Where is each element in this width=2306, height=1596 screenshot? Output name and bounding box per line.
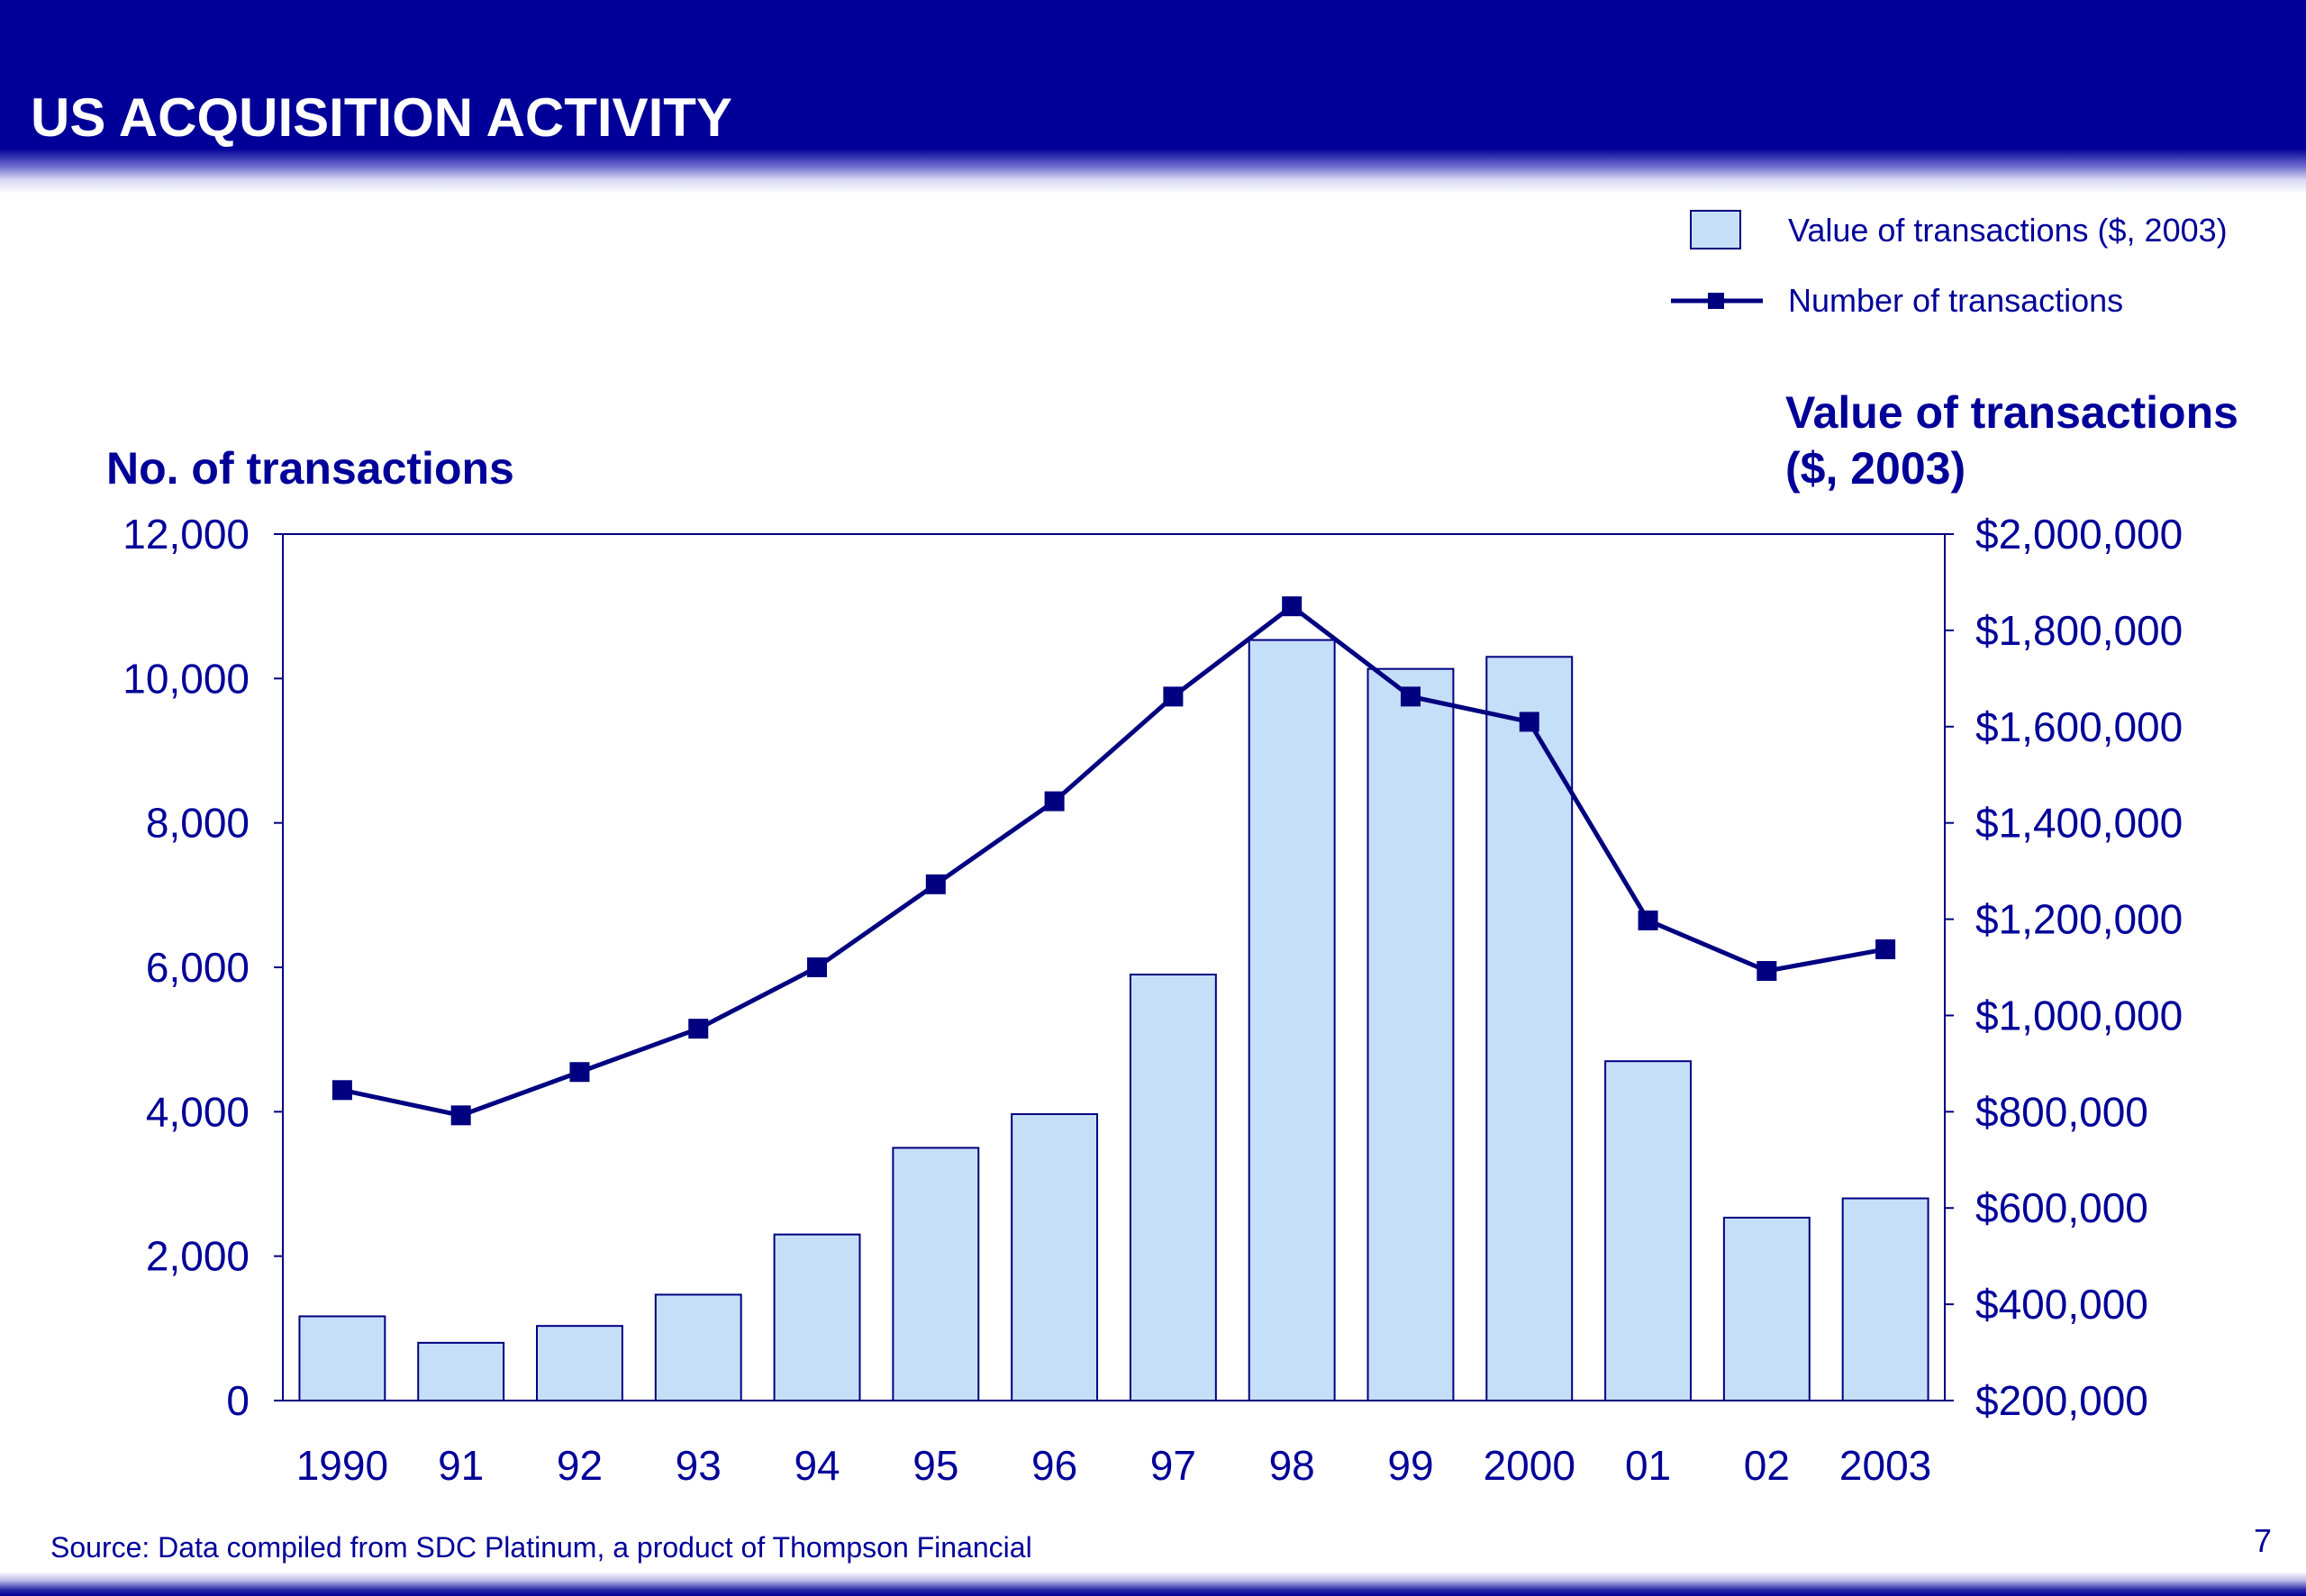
- bar: [773, 1233, 861, 1402]
- x-tick-label: 1990: [296, 1442, 388, 1489]
- right-tick-label: $200,000: [1975, 1377, 2148, 1424]
- left-tick-label: 12,000: [123, 511, 250, 558]
- line-point: [1757, 961, 1777, 982]
- right-tick-label: $1,800,000: [1975, 607, 2183, 654]
- line-series: [331, 596, 1896, 1126]
- plot-area-frame: [282, 533, 1946, 1401]
- x-tick-label: 99: [1387, 1442, 1433, 1489]
- line-point: [450, 1105, 471, 1126]
- x-tick-label: 2003: [1839, 1442, 1931, 1489]
- x-tick-label: 95: [912, 1442, 958, 1489]
- bar: [417, 1341, 505, 1402]
- line-point: [688, 1019, 709, 1039]
- line-point: [569, 1062, 590, 1083]
- x-tick-label: 2000: [1484, 1442, 1575, 1489]
- line-point: [1638, 910, 1658, 930]
- right-tick-label: $400,000: [1975, 1281, 2148, 1328]
- legend: Value of transactions ($, 2003) Number o…: [1671, 210, 2228, 319]
- line-point: [1282, 596, 1303, 617]
- x-tick-label: 96: [1031, 1442, 1077, 1489]
- x-tick-label: 91: [438, 1442, 484, 1489]
- x-tick-label: 93: [676, 1442, 722, 1489]
- right-tick-label: $1,400,000: [1975, 800, 2183, 847]
- right-axis-title-line-2: ($, 2003): [1785, 443, 1966, 494]
- right-tick-label: $1,200,000: [1975, 896, 2183, 943]
- left-axis-ticks: 0 2,000 4,000 6,000 8,000 10,000 12,000: [123, 511, 283, 1424]
- right-tick-label: $1,600,000: [1975, 703, 2183, 750]
- line-point: [1400, 686, 1421, 707]
- left-tick-label: 6,000: [146, 944, 250, 991]
- legend-label-value: Value of transactions ($, 2003): [1788, 212, 2228, 249]
- bar: [1011, 1113, 1099, 1402]
- line-point: [1163, 686, 1184, 707]
- legend-line-marker: [1708, 293, 1724, 309]
- x-tick-label: 97: [1150, 1442, 1196, 1489]
- x-tick-label: 98: [1269, 1442, 1315, 1489]
- left-tick-label: 4,000: [146, 1088, 250, 1135]
- bar: [654, 1293, 742, 1402]
- line-point: [1875, 939, 1896, 959]
- line-point: [807, 957, 828, 977]
- x-tick-label: 94: [794, 1442, 840, 1489]
- bar-series: [298, 639, 1929, 1402]
- bar: [298, 1315, 386, 1401]
- line-point: [925, 874, 946, 894]
- legend-label-number: Number of transactions: [1788, 282, 2123, 319]
- bar: [1722, 1216, 1811, 1402]
- right-tick-label: $1,000,000: [1975, 992, 2183, 1038]
- right-tick-label: $800,000: [1975, 1088, 2148, 1135]
- left-tick-label: 0: [226, 1377, 250, 1424]
- line-point: [1044, 791, 1065, 812]
- x-tick-label: 92: [557, 1442, 603, 1489]
- right-axis-ticks: $200,000 $400,000 $600,000 $800,000 $1,000,0…: [1945, 511, 2183, 1424]
- x-tick-label: 01: [1625, 1442, 1671, 1489]
- source-note: Source: Data compiled from SDC Platinum,…: [50, 1531, 1032, 1564]
- left-axis-title: No. of transactions: [106, 443, 514, 494]
- x-tick-label: 02: [1744, 1442, 1790, 1489]
- bar: [1129, 974, 1217, 1402]
- bar: [1841, 1197, 1929, 1401]
- right-tick-label: $2,000,000: [1975, 511, 2183, 558]
- left-tick-label: 2,000: [146, 1233, 250, 1280]
- footer-band: [0, 1572, 2306, 1596]
- right-axis-title-line-1: Value of transactions: [1785, 387, 2238, 438]
- left-tick-label: 8,000: [146, 800, 250, 847]
- x-axis-ticks: 1990 91 92 93 94 95 96 97 98 99 2000 01 02 2003: [296, 1442, 1932, 1489]
- bar: [1248, 639, 1336, 1401]
- bar: [536, 1325, 623, 1402]
- page-number: 7: [2253, 1522, 2272, 1559]
- bar: [1604, 1060, 1692, 1401]
- series-line: [341, 603, 1886, 1118]
- line-point: [1519, 712, 1539, 732]
- bar: [1366, 667, 1455, 1401]
- right-tick-label: $600,000: [1975, 1184, 2148, 1231]
- legend-bar-swatch: [1690, 210, 1741, 249]
- line-point: [331, 1080, 352, 1101]
- page-title: US ACQUISITION ACTIVITY: [31, 87, 732, 148]
- left-tick-label: 10,000: [123, 655, 250, 702]
- title-banner: US ACQUISITION ACTIVITY: [0, 0, 2306, 194]
- bar: [892, 1147, 980, 1401]
